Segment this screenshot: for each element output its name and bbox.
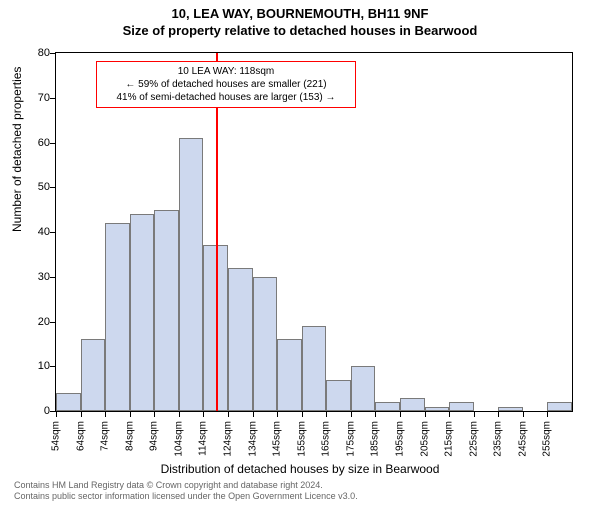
x-tick [400, 411, 401, 417]
bar [81, 339, 106, 411]
x-tick [326, 411, 327, 417]
x-tick-label: 155sqm [296, 421, 307, 457]
bar [302, 326, 327, 411]
bar [547, 402, 572, 411]
x-tick-label: 185sqm [370, 421, 381, 457]
y-axis-label: Number of detached properties [10, 67, 24, 232]
footer: Contains HM Land Registry data © Crown c… [14, 480, 358, 502]
bar [277, 339, 302, 411]
annotation-box: 10 LEA WAY: 118sqm ← 59% of detached hou… [96, 61, 356, 108]
x-tick [302, 411, 303, 417]
bar [56, 393, 81, 411]
x-tick-label: 205sqm [419, 421, 430, 457]
x-tick-label: 94sqm [149, 421, 160, 451]
y-tick [50, 143, 56, 144]
x-tick [375, 411, 376, 417]
bar [326, 380, 351, 411]
y-tick [50, 322, 56, 323]
y-tick [50, 187, 56, 188]
x-tick-label: 215sqm [444, 421, 455, 457]
bar [253, 277, 278, 411]
bar [130, 214, 155, 411]
bar [449, 402, 474, 411]
y-tick-label: 80 [26, 47, 50, 59]
y-tick-label: 10 [26, 360, 50, 372]
annotation-line2: ← 59% of detached houses are smaller (22… [103, 78, 349, 91]
x-tick [449, 411, 450, 417]
x-tick-label: 195sqm [395, 421, 406, 457]
y-tick [50, 53, 56, 54]
x-tick [56, 411, 57, 417]
annotation-line3: 41% of semi-detached houses are larger (… [103, 91, 349, 104]
footer-line1: Contains HM Land Registry data © Crown c… [14, 480, 358, 491]
x-tick [351, 411, 352, 417]
x-tick [425, 411, 426, 417]
x-tick [81, 411, 82, 417]
chart-area: 01020304050607080 54sqm64sqm74sqm84sqm94… [55, 52, 573, 412]
y-tick [50, 232, 56, 233]
x-tick [547, 411, 548, 417]
x-tick-label: 255sqm [542, 421, 553, 457]
y-tick-label: 50 [26, 181, 50, 193]
x-tick-label: 104sqm [173, 421, 184, 457]
bar [425, 407, 450, 411]
y-tick-label: 40 [26, 226, 50, 238]
x-axis-label: Distribution of detached houses by size … [0, 462, 600, 476]
x-tick-label: 114sqm [198, 421, 209, 456]
x-tick-label: 64sqm [75, 421, 86, 451]
x-tick [498, 411, 499, 417]
y-tick-label: 70 [26, 92, 50, 104]
bar [375, 402, 400, 411]
y-tick [50, 277, 56, 278]
x-tick-label: 54sqm [51, 421, 62, 451]
page-title-line1: 10, LEA WAY, BOURNEMOUTH, BH11 9NF [0, 6, 600, 21]
annotation-line1: 10 LEA WAY: 118sqm [103, 65, 349, 78]
bar [228, 268, 253, 411]
x-tick [154, 411, 155, 417]
bar [154, 210, 179, 411]
y-tick-label: 20 [26, 316, 50, 328]
bar [498, 407, 523, 411]
x-tick [179, 411, 180, 417]
x-tick [474, 411, 475, 417]
x-tick [203, 411, 204, 417]
y-tick [50, 98, 56, 99]
bar [400, 398, 425, 411]
y-tick-label: 60 [26, 137, 50, 149]
x-tick [228, 411, 229, 417]
footer-line2: Contains public sector information licen… [14, 491, 358, 502]
y-tick [50, 366, 56, 367]
x-tick-label: 225sqm [468, 421, 479, 457]
x-tick-label: 245sqm [517, 421, 528, 457]
page-title-line2: Size of property relative to detached ho… [0, 23, 600, 38]
x-tick-label: 235sqm [493, 421, 504, 457]
x-tick [523, 411, 524, 417]
x-tick-label: 165sqm [321, 421, 332, 457]
x-tick [253, 411, 254, 417]
x-tick [130, 411, 131, 417]
x-tick-label: 145sqm [272, 421, 283, 457]
bar [105, 223, 130, 411]
x-tick [277, 411, 278, 417]
bar [351, 366, 376, 411]
x-tick-label: 124sqm [223, 421, 234, 457]
x-tick-label: 134sqm [247, 421, 258, 457]
x-tick-label: 175sqm [345, 421, 356, 457]
x-tick [105, 411, 106, 417]
y-tick-label: 0 [26, 405, 50, 417]
x-tick-label: 84sqm [124, 421, 135, 451]
y-tick-label: 30 [26, 271, 50, 283]
x-tick-label: 74sqm [100, 421, 111, 451]
bar [179, 138, 204, 411]
